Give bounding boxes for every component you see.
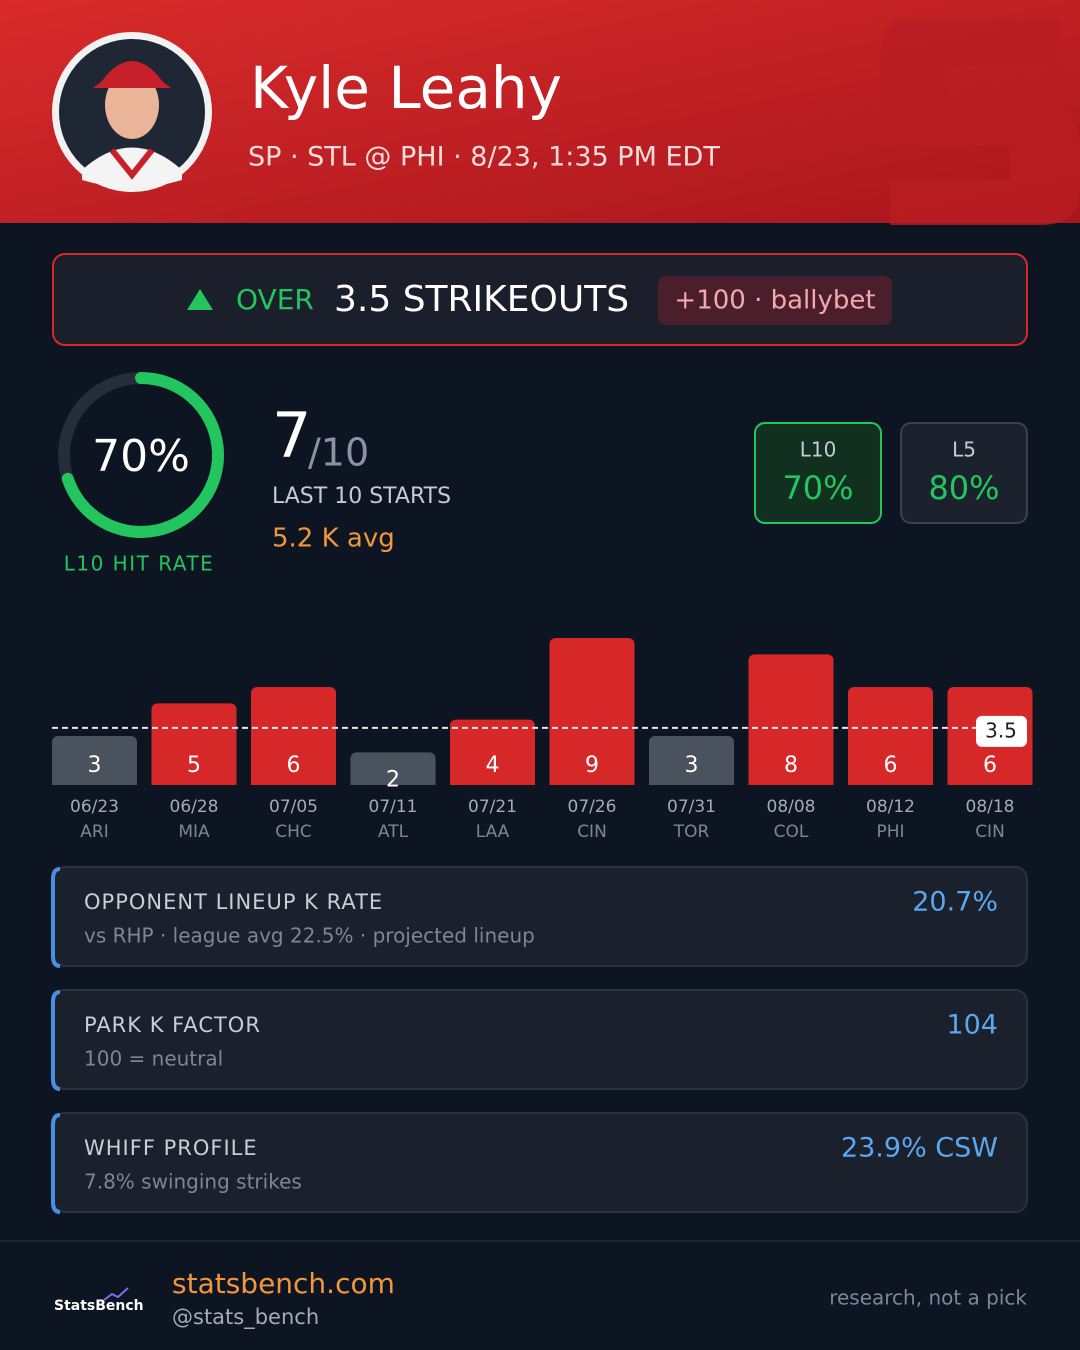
opponent-label: COL (774, 822, 809, 842)
over-arrow (187, 289, 213, 310)
stat-cards: OPPONENT LINEUP K RATE vs RHP · league av… (51, 866, 1028, 1214)
pill-value: 70% (782, 469, 853, 507)
card-detail: 7.8% swinging strikes (84, 1170, 302, 1194)
date-label: 08/12 (866, 797, 915, 817)
handle: @stats_bench (172, 1305, 319, 1330)
hit-rate-caption: L10 HIT RATE (64, 552, 215, 576)
bet-prop: 3.5 STRIKEOUTS (334, 279, 629, 320)
date-label: 06/23 (70, 797, 119, 817)
bar (549, 638, 635, 785)
prop-line-tag (976, 715, 1027, 747)
bar (350, 752, 436, 785)
bar-value: 3 (88, 753, 102, 778)
site: statsbench.com (172, 1267, 395, 1300)
bar (450, 719, 535, 785)
opponent-label: CIN (975, 822, 1005, 842)
pill-box (754, 422, 882, 524)
card-detail: vs RHP · league avg 22.5% · projected li… (84, 924, 535, 948)
opponent-label: MIA (178, 822, 210, 842)
bar-value: 8 (784, 753, 798, 778)
opponent-label: TOR (673, 822, 710, 842)
prop-line-label: 3.5 (985, 718, 1017, 742)
date-label: 07/11 (369, 797, 418, 817)
card-accent (51, 867, 61, 968)
date-label: 07/31 (667, 797, 716, 817)
bar-foot (848, 779, 933, 785)
bar-value: 9 (585, 753, 599, 778)
opponent-label: LAA (476, 822, 510, 842)
bar-foot (649, 779, 734, 785)
bar (251, 687, 336, 785)
hits-total: /10 (308, 431, 369, 475)
player-name: Kyle Leahy (250, 54, 562, 122)
card-accent (51, 990, 61, 1091)
bar-foot (350, 779, 436, 785)
pill-box (900, 422, 1028, 524)
bar-foot (251, 779, 336, 785)
date-label: 08/08 (767, 797, 816, 817)
card-title: WHIFF PROFILE (84, 1136, 258, 1160)
opponent-label: CIN (577, 822, 607, 842)
ring-arc (61, 372, 224, 538)
card-value: 104 (946, 1010, 998, 1041)
bar-value: 2 (386, 767, 400, 792)
bar-value: 4 (486, 753, 500, 778)
bar-foot (549, 779, 635, 785)
pill-value: 80% (928, 469, 999, 507)
team-watermark (880, 20, 1080, 225)
opponent-label: CHC (275, 822, 312, 842)
bet-direction: OVER (236, 283, 314, 316)
game-info: SP · STL @ PHI · 8/23, 1:35 PM EDT (248, 142, 720, 173)
bet-odds: +100 · ballybet (674, 286, 875, 316)
logo-mark (103, 1287, 129, 1301)
avatar-portrait (82, 61, 182, 188)
opponent-label: PHI (876, 822, 904, 842)
k-average: 5.2 K avg (272, 524, 395, 554)
card-value: 20.7% (912, 887, 998, 918)
card-accent (51, 1113, 61, 1214)
date-label: 07/05 (269, 797, 318, 817)
opponent-label: ATL (378, 822, 409, 842)
stat-card (52, 866, 1028, 967)
odds-pill (658, 276, 892, 325)
bar-chart: 3 06/23 ARI 5 06/28 MIA 6 07/05 CHC 2 07/11 ATL 4 07/… (52, 638, 1033, 842)
bar (52, 736, 137, 785)
stat-card (52, 989, 1028, 1090)
date-label: 06/28 (170, 797, 219, 817)
pill-label: L5 (952, 438, 976, 462)
card-detail: 100 = neutral (84, 1047, 223, 1071)
bar-value: 5 (187, 753, 201, 778)
date-label: 08/18 (966, 797, 1015, 817)
opponent-label: ARI (80, 822, 108, 842)
bar-value: 6 (983, 753, 997, 778)
bar-foot (947, 779, 1033, 785)
bar (151, 703, 237, 785)
bar (649, 736, 734, 785)
bar-value: 6 (287, 753, 301, 778)
date-label: 07/21 (468, 797, 517, 817)
pill-label: L10 (800, 438, 837, 462)
bar-foot (748, 779, 834, 785)
bar (748, 654, 834, 785)
hits: 7 (272, 399, 311, 472)
disclaimer: research, not a pick (829, 1286, 1027, 1310)
bar (848, 687, 933, 785)
card-title: OPPONENT LINEUP K RATE (84, 890, 383, 914)
bar-value: 3 (685, 753, 699, 778)
card-title: PARK K FACTOR (84, 1013, 261, 1037)
bar-foot (450, 779, 535, 785)
logo: StatsBench (54, 1298, 144, 1314)
hit-rate-value: 70% (92, 431, 190, 482)
bar-foot (151, 779, 237, 785)
date-label: 07/26 (568, 797, 617, 817)
bar-value: 6 (884, 753, 898, 778)
card-value: 23.9% CSW (841, 1133, 998, 1164)
record-caption: LAST 10 STARTS (272, 484, 451, 509)
bar-foot (52, 779, 137, 785)
